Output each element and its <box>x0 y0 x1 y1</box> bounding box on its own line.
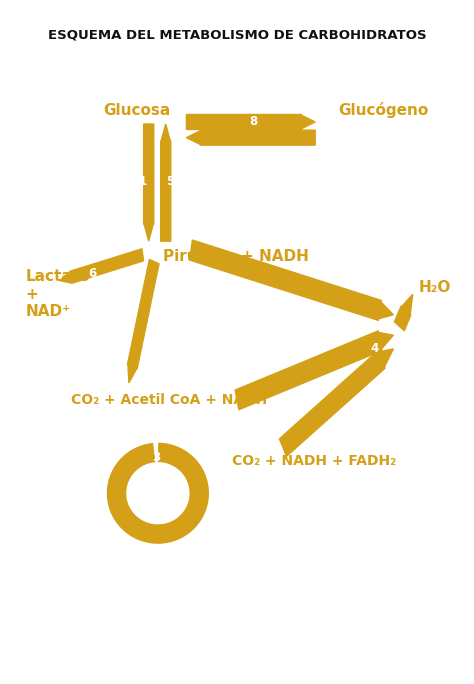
FancyArrow shape <box>190 240 393 320</box>
Text: 2: 2 <box>150 322 158 335</box>
Text: 1: 1 <box>139 175 147 188</box>
Text: CO₂ + NADH + FADH₂: CO₂ + NADH + FADH₂ <box>232 454 397 469</box>
Text: 6: 6 <box>88 267 96 280</box>
Text: ESQUEMA DEL METABOLISMO DE CARBOHIDRATOS: ESQUEMA DEL METABOLISMO DE CARBOHIDRATOS <box>48 29 426 42</box>
Text: 3: 3 <box>153 451 161 464</box>
FancyArrow shape <box>280 349 393 456</box>
FancyArrow shape <box>186 114 315 129</box>
FancyArrow shape <box>186 130 315 145</box>
FancyArrow shape <box>60 249 144 283</box>
Text: 5: 5 <box>166 175 174 188</box>
Text: H₂O: H₂O <box>419 280 451 295</box>
FancyArrow shape <box>144 124 154 241</box>
Text: Piruvato + NADH: Piruvato + NADH <box>164 250 309 264</box>
FancyArrow shape <box>394 294 413 331</box>
Text: CO₂ + Acetil CoA + NADH: CO₂ + Acetil CoA + NADH <box>72 393 268 407</box>
Text: 4: 4 <box>371 342 379 355</box>
FancyArrow shape <box>161 124 171 241</box>
Text: 8: 8 <box>249 116 257 129</box>
Text: Lactato
+
NAD⁺: Lactato + NAD⁺ <box>26 269 90 319</box>
FancyArrow shape <box>235 331 393 410</box>
Text: Glucosa: Glucosa <box>103 103 170 118</box>
FancyArrow shape <box>128 259 159 383</box>
Text: 7: 7 <box>249 90 257 103</box>
Text: Glucógeno: Glucógeno <box>338 103 428 118</box>
